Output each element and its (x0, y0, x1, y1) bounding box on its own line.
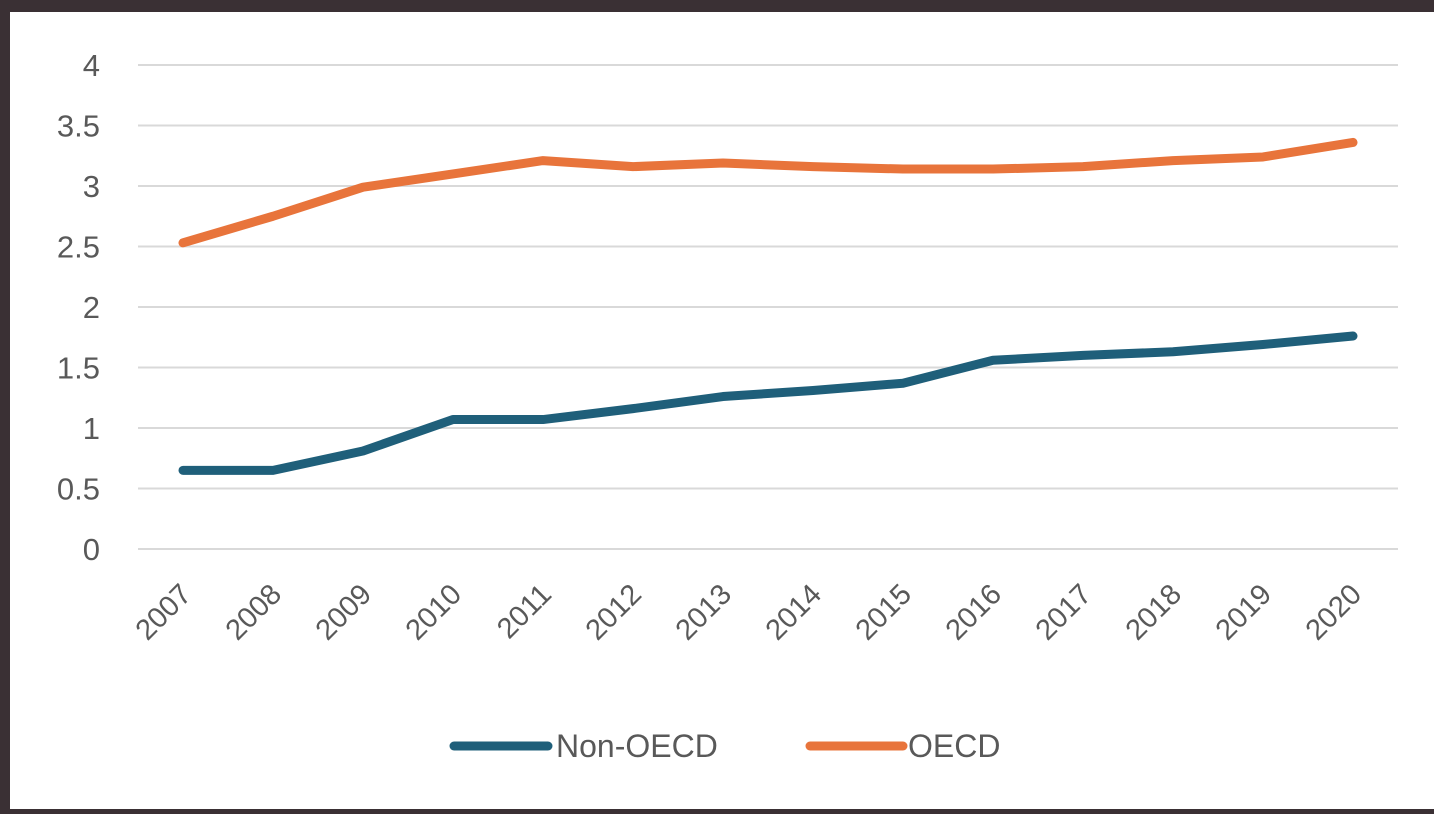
legend-item-non-oecd: Non-OECD (449, 728, 718, 764)
x-tick-label: 2018 (1120, 578, 1188, 646)
legend-item-oecd: OECD (805, 728, 1000, 764)
gridlines (138, 64, 1398, 550)
x-tick-label: 2012 (580, 578, 648, 646)
y-tick-label: 0.5 (57, 472, 100, 507)
x-tick-label: 2014 (760, 578, 828, 646)
y-tick-label: 3.5 (57, 109, 100, 144)
series-line-oecd (178, 137, 1358, 248)
x-tick-label: 2009 (310, 578, 378, 646)
x-tick-label: 2017 (1030, 578, 1098, 646)
x-tick-label: 2013 (670, 578, 738, 646)
y-axis-tick-labels: 0 0.5 1 1.5 2 2.5 3 3.5 4 (57, 48, 100, 567)
y-tick-label: 4 (83, 48, 100, 83)
x-tick-label: 2015 (850, 578, 918, 646)
y-tick-label: 2 (83, 290, 100, 325)
series-line-non-oecd (178, 331, 1358, 475)
line-chart: 00.511.522.533.54 2007 2008 2009 2010 2011 20… (57, 48, 1398, 764)
legend-label: OECD (908, 728, 1000, 764)
y-tick-label: 1.5 (57, 351, 100, 386)
x-tick-label: 2016 (940, 578, 1008, 646)
y-tick-label: 0 (83, 532, 100, 567)
y-tick-label: 1 (83, 411, 100, 446)
x-tick-label: 2019 (1210, 578, 1278, 646)
legend-label: Non-OECD (556, 728, 718, 764)
chart-container: 0 0.5 1 1.5 2 2.5 3 3.5 4 2007 2008 2009 2010 2011 20… (10, 12, 1434, 809)
y-tick-label: 3 (83, 169, 100, 204)
y-tick-label: 2.5 (57, 230, 100, 265)
x-axis-tick-labels: 2007 2008 2009 2010 2011 2012 2013 2014 2015 2016… (130, 578, 1368, 646)
x-tick-label: 2011 (491, 578, 558, 645)
x-tick-label: 2007 (130, 578, 198, 646)
legend: Non-OECD OECD (449, 728, 1000, 764)
x-tick-label: 2020 (1300, 578, 1368, 646)
x-tick-label: 2008 (220, 578, 288, 646)
x-tick-label: 2010 (400, 578, 468, 646)
series-lines (178, 137, 1358, 475)
